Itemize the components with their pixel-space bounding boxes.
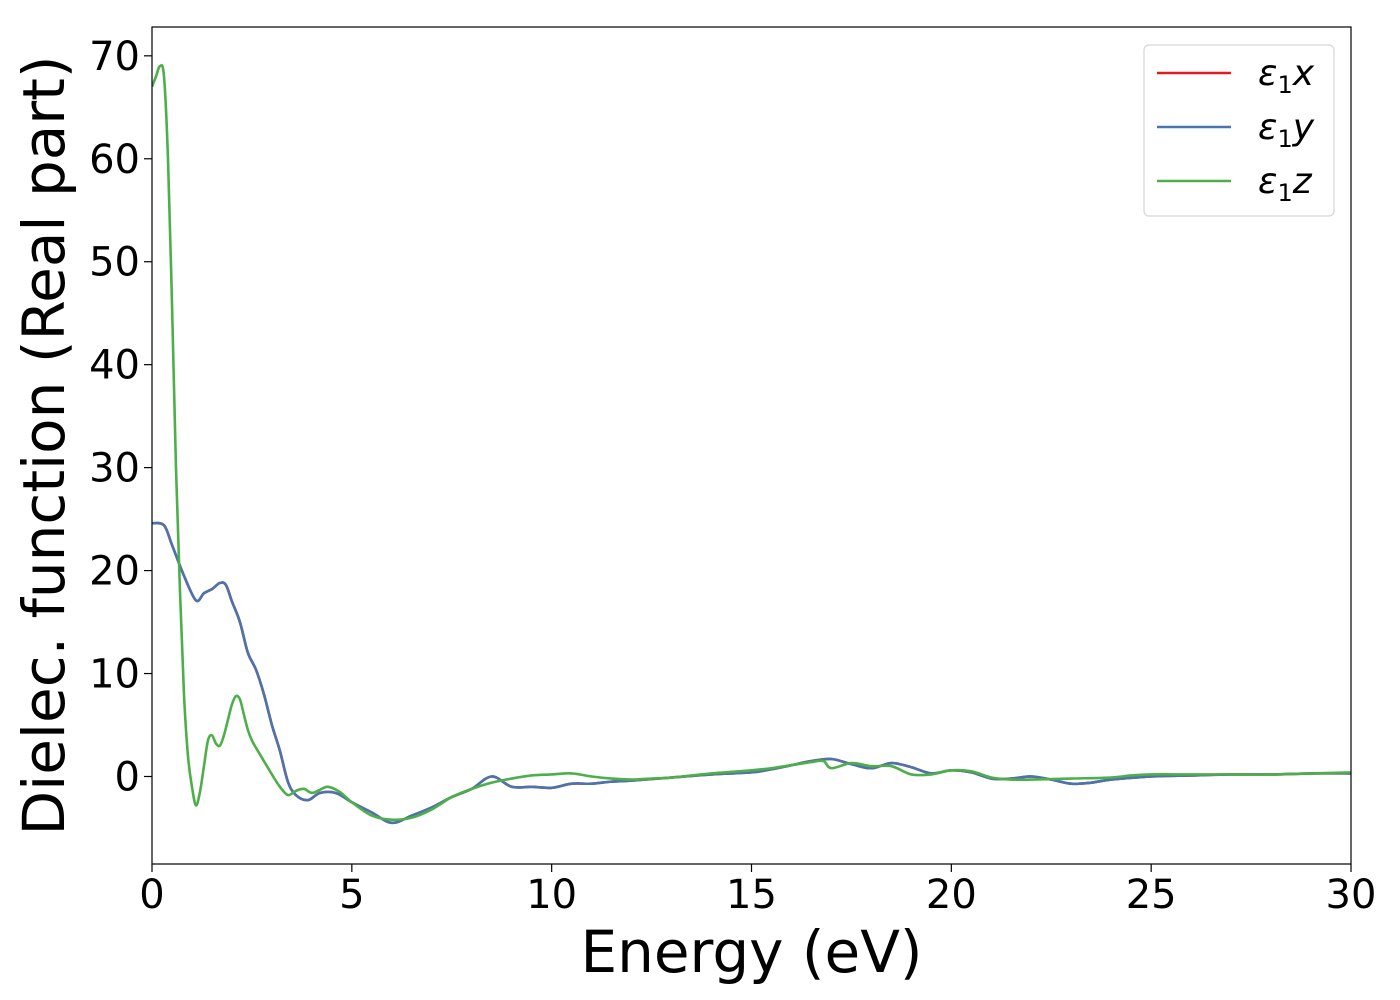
x-axis-label: Energy (eV) [580, 918, 922, 986]
x-tick-label: 30 [1326, 872, 1377, 918]
series-layer [152, 64, 1351, 825]
series-line-y [152, 521, 1351, 825]
legend: ε1x ε1y ε1z [1143, 44, 1335, 217]
series-line-x [152, 521, 1351, 825]
x-tick-label: 15 [726, 872, 777, 918]
x-tick-label: 25 [1126, 872, 1177, 918]
y-tick-label: 0 [115, 754, 140, 800]
x-axis: 0 5 10 15 20 25 30 [139, 864, 1376, 918]
y-tick-label: 70 [89, 34, 140, 80]
x-tick-label: 5 [339, 872, 364, 918]
legend-label-x: ε1x [1258, 53, 1315, 99]
y-axis-label: Dielec. function (Real part) [10, 55, 78, 835]
series-line-z [152, 64, 1351, 822]
legend-box [1143, 44, 1335, 217]
y-tick-label: 30 [89, 446, 140, 492]
legend-label-y: ε1y [1258, 107, 1315, 153]
y-axis: 0 10 20 30 40 50 60 70 [89, 34, 152, 800]
y-tick-label: 20 [89, 549, 140, 595]
x-tick-label: 0 [139, 872, 164, 918]
x-tick-label: 10 [526, 872, 577, 918]
x-tick-label: 20 [926, 872, 977, 918]
y-tick-label: 40 [89, 343, 140, 389]
y-tick-label: 60 [89, 137, 140, 183]
y-tick-label: 50 [89, 240, 140, 286]
legend-label-z: ε1z [1258, 161, 1313, 207]
y-tick-label: 10 [89, 652, 140, 698]
